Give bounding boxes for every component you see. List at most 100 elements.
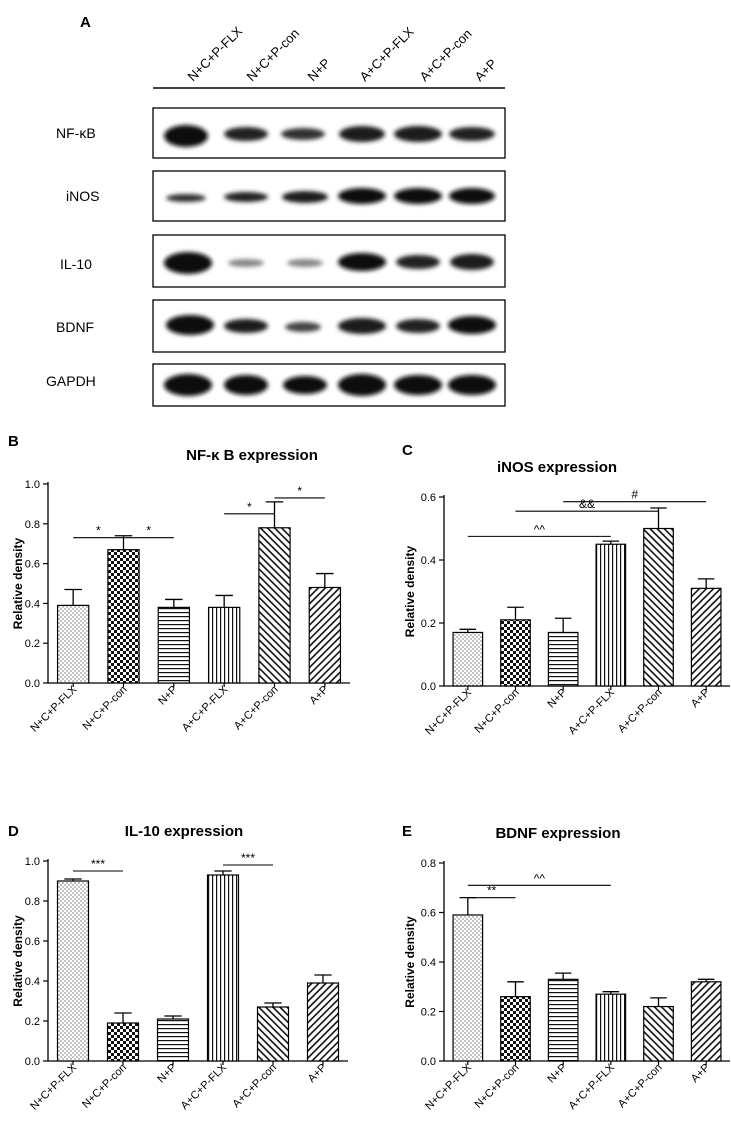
- y-tick-label: 0.8: [25, 896, 40, 908]
- bar: [56, 880, 90, 1062]
- y-tick-label: 0.6: [421, 908, 436, 920]
- category-label: N+P: [545, 1062, 569, 1086]
- blot-band: [224, 192, 268, 202]
- y-tick-label: 0.2: [421, 618, 436, 630]
- blot-band: [224, 127, 268, 141]
- bar: [595, 543, 627, 687]
- blot-band: [282, 191, 328, 203]
- bar: [690, 981, 722, 1062]
- chart-title: IL-10 expression: [125, 823, 243, 840]
- blot-label: BDNF: [56, 319, 94, 335]
- chart-title: NF-κ B expression: [186, 447, 318, 464]
- blot-band: [338, 253, 386, 271]
- bar: [107, 549, 140, 684]
- blot-band: [396, 255, 440, 269]
- lane-label: A+P: [472, 56, 500, 84]
- category-label: A+C+P-con: [616, 687, 665, 736]
- category-label: A+P: [308, 684, 331, 707]
- significance-label: *: [146, 524, 151, 538]
- blot-band: [396, 319, 440, 333]
- blot-band: [224, 375, 268, 395]
- category-label: N+P: [545, 687, 569, 711]
- y-axis-label: Relative density: [403, 916, 417, 1008]
- lane-label: N+C+P-FLX: [185, 23, 246, 84]
- blot-band: [281, 128, 325, 140]
- significance-label: ^^: [534, 522, 546, 536]
- panel-letter: D: [8, 823, 19, 840]
- significance-label: ***: [91, 857, 105, 871]
- chart-e: E BDNF expression Relative density 0.0 0.2 0.…: [402, 823, 730, 1112]
- category-label: A+C+P-FLX: [180, 683, 231, 734]
- y-tick-label: 0.0: [421, 681, 436, 693]
- lane-label: N+P: [305, 55, 334, 84]
- y-tick-label: 0.2: [25, 638, 40, 650]
- blot-band: [283, 376, 327, 394]
- category-label: N+C+P-FLX: [28, 683, 79, 734]
- category-label: N+C+P-FLX: [28, 1061, 79, 1112]
- bar: [690, 587, 722, 687]
- blot-band: [166, 194, 206, 202]
- y-tick-label: 0.4: [25, 598, 40, 610]
- significance-label: **: [487, 884, 497, 898]
- category-label: A+P: [306, 1062, 329, 1085]
- category-label: N+C+P-con: [80, 684, 129, 733]
- bar: [643, 1005, 674, 1062]
- lane-label: A+C+P-con: [417, 26, 475, 84]
- category-label: N+C+P-con: [80, 1062, 129, 1111]
- category-label: A+C+P-con: [616, 1062, 665, 1111]
- y-axis-label: Relative density: [11, 915, 25, 1007]
- y-tick-label: 0.4: [25, 976, 40, 988]
- chart-title: iNOS expression: [497, 459, 617, 476]
- category-label: N+P: [156, 684, 180, 708]
- blot-frame: [152, 170, 506, 222]
- blot-band: [166, 315, 214, 335]
- bar: [547, 978, 579, 1062]
- bar: [595, 993, 627, 1062]
- bar: [452, 914, 484, 1062]
- blot-label: IL-10: [60, 256, 92, 272]
- category-label: A+C+P-FLX: [567, 686, 618, 737]
- panel-letter: E: [402, 823, 412, 840]
- y-tick-label: 0.4: [421, 957, 436, 969]
- y-tick-label: 0.4: [421, 555, 436, 567]
- category-label: N+P: [155, 1062, 179, 1086]
- blot-band: [164, 252, 212, 274]
- blot-band: [287, 259, 323, 267]
- blot-band: [394, 375, 442, 395]
- lane-label: A+C+P-FLX: [357, 24, 417, 84]
- bar: [206, 874, 240, 1062]
- bar: [308, 586, 342, 684]
- blot-band: [285, 322, 321, 332]
- category-label: A+C+P-FLX: [179, 1061, 230, 1112]
- blot-band: [394, 188, 442, 204]
- significance-label: ***: [241, 851, 255, 865]
- category-label: A+P: [689, 687, 712, 710]
- y-tick-label: 0.0: [25, 1056, 40, 1068]
- bar: [156, 1018, 190, 1062]
- category-label: N+C+P-con: [472, 687, 521, 736]
- lane-labels: N+C+P-FLX N+C+P-con N+P A+C+P-FLX A+C+P-…: [185, 23, 500, 84]
- blot-band: [164, 125, 208, 147]
- significance-label: *: [96, 524, 101, 538]
- blot-frame: [152, 107, 506, 159]
- y-tick-label: 0.8: [25, 519, 40, 531]
- blot-band: [224, 319, 268, 333]
- category-label: A+C+P-con: [232, 684, 281, 733]
- panel-letter: C: [402, 442, 413, 459]
- bar: [157, 606, 191, 684]
- blot-band: [339, 126, 385, 142]
- significance-label: *: [247, 500, 252, 514]
- category-label: N+C+P-FLX: [423, 686, 474, 737]
- bar: [643, 527, 674, 687]
- bar: [500, 996, 531, 1062]
- blot-band: [448, 375, 496, 395]
- blot-band: [228, 259, 264, 267]
- blot-band: [394, 126, 442, 142]
- y-tick-label: 0.6: [421, 492, 436, 504]
- chart-d: D IL-10 expression Relative density 0.0 0.2 0…: [8, 823, 348, 1112]
- category-label: A+C+P-FLX: [567, 1061, 618, 1112]
- blot-label: iNOS: [66, 188, 99, 204]
- bar: [500, 619, 531, 687]
- blot-band: [338, 318, 386, 334]
